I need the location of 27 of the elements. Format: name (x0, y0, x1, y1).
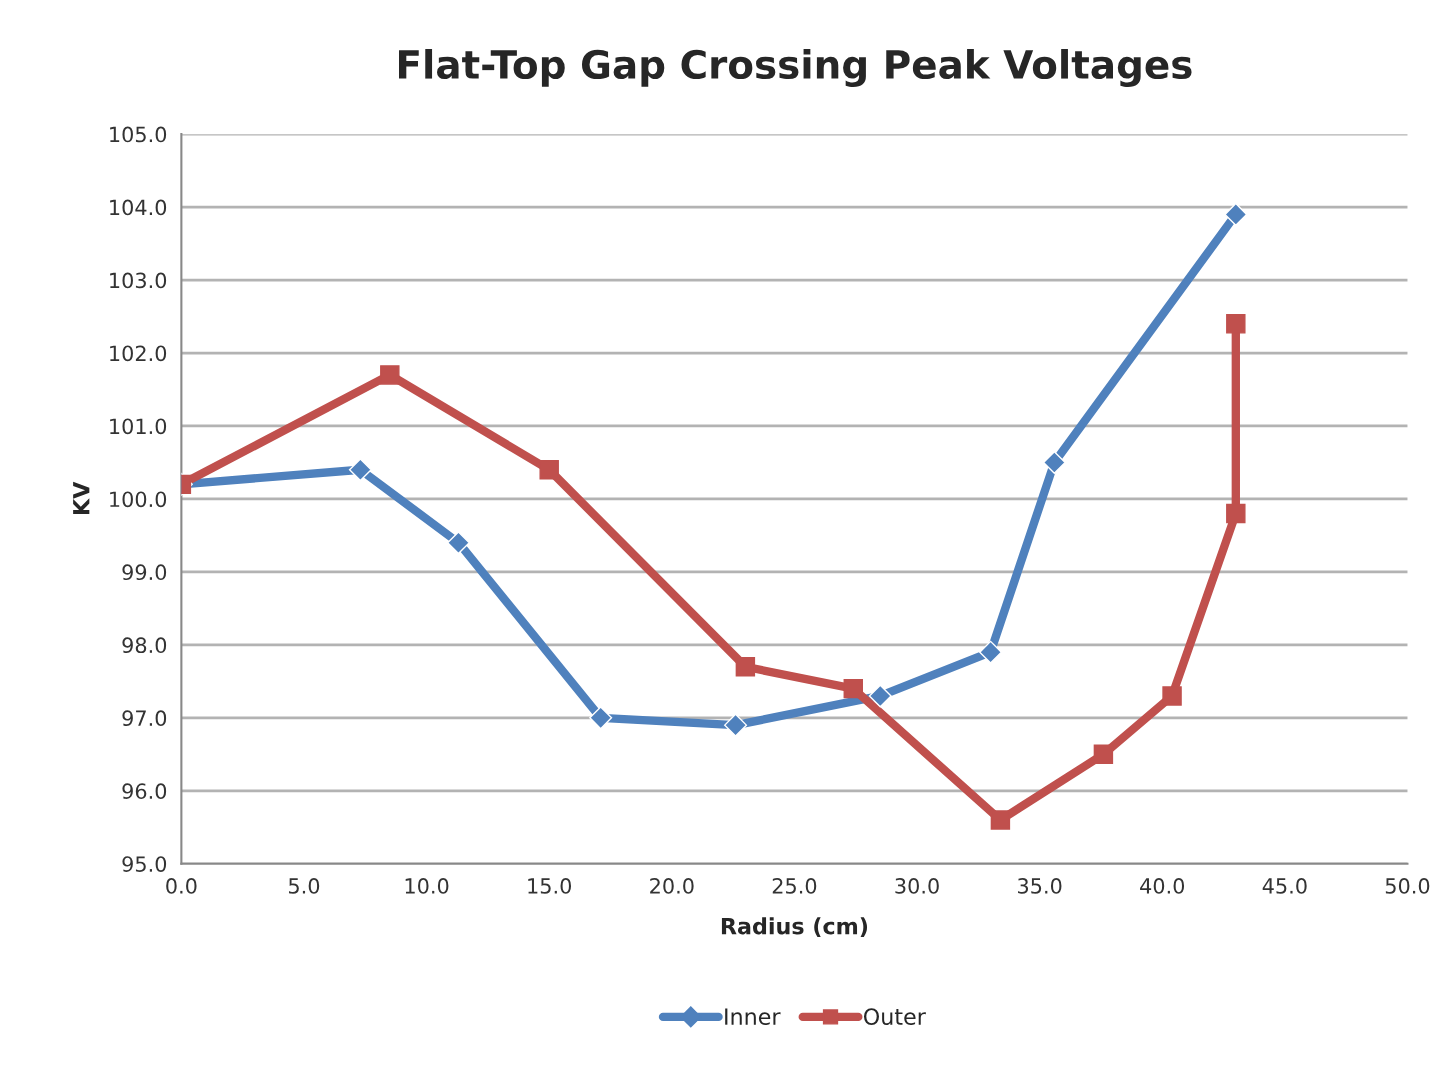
legend-label: Inner (725, 1008, 781, 1026)
y-tick-label: 97.0 (122, 710, 167, 727)
x-tick-label: 30.0 (895, 878, 939, 894)
x-tick-label: 10.0 (405, 878, 449, 894)
x-tick-label: 0.0 (166, 878, 197, 894)
x-tick-label: 40.0 (1140, 878, 1185, 894)
x-axis-title: Radius (cm) (721, 917, 868, 938)
y-tick-label: 95.0 (122, 856, 167, 872)
y-tick-label: 103.0 (110, 272, 167, 289)
x-tick-label: 20.0 (650, 878, 694, 894)
x-tick-label: 25.0 (772, 878, 817, 894)
y-tick-label: 101.0 (110, 418, 167, 435)
x-tick-label: 50.0 (1385, 878, 1430, 894)
x-tick-label: 5.0 (289, 878, 320, 894)
x-tick-label: 15.0 (528, 878, 572, 894)
y-tick-label: 99.0 (122, 564, 167, 581)
y-tick-label: 96.0 (122, 783, 167, 800)
chart-title: Flat-Top Gap Crossing Peak Voltages (399, 49, 1192, 87)
y-tick-label: 104.0 (110, 199, 167, 216)
y-tick-label: 105.0 (110, 126, 167, 143)
legend-label: Outer (864, 1008, 926, 1026)
x-tick-label: 35.0 (1018, 878, 1062, 894)
y-tick-label: 102.0 (110, 345, 167, 362)
x-tick-label: 45.0 (1262, 878, 1307, 894)
y-tick-label: 98.0 (122, 637, 167, 654)
y-axis-title: KV (73, 481, 90, 515)
y-tick-label: 100.0 (110, 491, 167, 508)
